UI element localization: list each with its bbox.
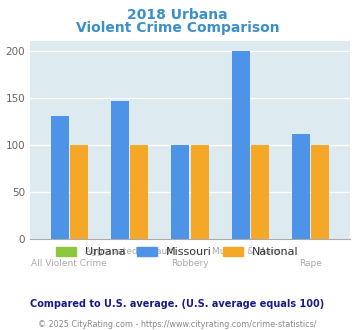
Bar (111, 101, 129, 239)
Bar (191, 145, 209, 239)
Bar (231, 51, 250, 239)
Bar (130, 145, 148, 239)
Text: Murder & Mans...: Murder & Mans... (212, 247, 289, 256)
Text: Violent Crime Comparison: Violent Crime Comparison (76, 21, 279, 35)
Text: Robbery: Robbery (171, 259, 209, 268)
Bar (292, 134, 310, 239)
Text: Rape: Rape (299, 259, 322, 268)
Bar (51, 116, 69, 239)
Bar (311, 145, 329, 239)
Text: All Violent Crime: All Violent Crime (32, 259, 107, 268)
Bar (171, 145, 189, 239)
Bar (70, 145, 88, 239)
Text: © 2025 CityRating.com - https://www.cityrating.com/crime-statistics/: © 2025 CityRating.com - https://www.city… (38, 320, 317, 329)
Text: Compared to U.S. average. (U.S. average equals 100): Compared to U.S. average. (U.S. average … (31, 299, 324, 309)
Legend: Urbana, Missouri, National: Urbana, Missouri, National (52, 243, 303, 262)
Bar (251, 145, 269, 239)
Text: Aggravated Assault: Aggravated Assault (86, 247, 174, 256)
Text: 2018 Urbana: 2018 Urbana (127, 8, 228, 22)
